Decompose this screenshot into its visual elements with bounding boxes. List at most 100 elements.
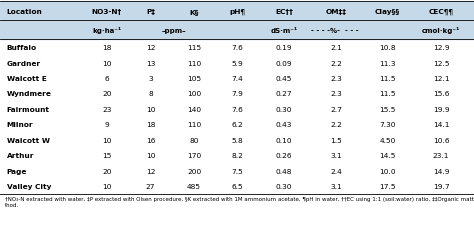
Text: 20: 20 [102,91,112,97]
Text: 140: 140 [187,106,201,112]
Text: 7.4: 7.4 [232,76,244,82]
Text: 7.5: 7.5 [232,168,244,174]
Text: kg·ha⁻¹: kg·ha⁻¹ [92,27,121,34]
Text: 0.10: 0.10 [276,137,292,143]
Text: 7.9: 7.9 [232,91,244,97]
Text: 7.6: 7.6 [232,106,244,112]
Text: CEC¶¶: CEC¶¶ [428,9,454,15]
Text: 10: 10 [102,60,112,66]
Text: 23.1: 23.1 [433,153,449,159]
Text: 115: 115 [187,45,201,51]
Text: EC††: EC†† [275,9,293,15]
Text: 0.27: 0.27 [276,91,292,97]
Text: 13: 13 [146,60,155,66]
Text: 17.5: 17.5 [379,183,396,189]
Text: 170: 170 [187,153,201,159]
Text: 2.2: 2.2 [330,122,342,128]
Text: 0.26: 0.26 [276,153,292,159]
Text: 11.5: 11.5 [379,91,396,97]
Text: 2.4: 2.4 [330,168,342,174]
Text: 6: 6 [105,76,109,82]
Text: 3.1: 3.1 [330,183,342,189]
Text: Wyndmere: Wyndmere [7,91,52,97]
Text: 14.1: 14.1 [433,122,449,128]
Text: 6.2: 6.2 [232,122,244,128]
Text: 2.7: 2.7 [330,106,342,112]
Text: 100: 100 [187,91,201,97]
Text: 0.19: 0.19 [276,45,292,51]
Text: 3: 3 [148,76,153,82]
Text: 2.2: 2.2 [330,60,342,66]
Text: 2.3: 2.3 [330,91,342,97]
Text: –ppm–: –ppm– [162,28,187,34]
Text: K§: K§ [189,9,199,15]
Text: 12: 12 [146,168,155,174]
Text: 20: 20 [102,168,112,174]
Text: cmol·kg⁻¹: cmol·kg⁻¹ [422,27,460,34]
Text: 1.5: 1.5 [330,137,342,143]
Text: 10: 10 [102,183,112,189]
Text: 12.5: 12.5 [433,60,449,66]
Text: 7.6: 7.6 [232,45,244,51]
Text: 14.5: 14.5 [379,153,396,159]
Text: 3.1: 3.1 [330,153,342,159]
Text: 110: 110 [187,60,201,66]
Text: 15.6: 15.6 [433,91,449,97]
Text: 200: 200 [187,168,201,174]
Text: Fairmount: Fairmount [7,106,50,112]
Text: 485: 485 [187,183,201,189]
Text: 110: 110 [187,122,201,128]
Text: Gardner: Gardner [7,60,41,66]
Text: 10: 10 [146,106,155,112]
Text: 9: 9 [105,122,109,128]
Text: Buffalo: Buffalo [7,45,37,51]
Text: 14.9: 14.9 [433,168,449,174]
Text: 80: 80 [189,137,199,143]
Text: 0.30: 0.30 [276,106,292,112]
Text: Clay§§: Clay§§ [375,9,400,15]
Text: 5.8: 5.8 [232,137,244,143]
Text: - - - -%-  - - -: - - - -%- - - - [311,28,359,34]
Text: Arthur: Arthur [7,153,34,159]
Text: Page: Page [7,168,27,174]
Text: 23: 23 [102,106,111,112]
Text: pH¶: pH¶ [229,9,246,15]
Text: OM‡‡: OM‡‡ [326,9,347,15]
Text: 11.5: 11.5 [379,76,396,82]
Text: dS·m⁻¹: dS·m⁻¹ [271,28,298,34]
Text: 11.3: 11.3 [379,60,396,66]
Text: 15.5: 15.5 [379,106,396,112]
Text: 2.1: 2.1 [330,45,342,51]
Text: 19.7: 19.7 [433,183,449,189]
Text: Walcott E: Walcott E [7,76,46,82]
Text: 15: 15 [102,153,111,159]
Text: 10.6: 10.6 [433,137,449,143]
Text: 105: 105 [187,76,201,82]
Text: 4.50: 4.50 [379,137,396,143]
Text: 10.8: 10.8 [379,45,396,51]
Text: Location: Location [7,9,42,15]
Text: 6.5: 6.5 [232,183,243,189]
Text: 8.2: 8.2 [232,153,244,159]
Text: †NO₃-N extracted with water, ‡P extracted with Olsen procedure, §K extracted wit: †NO₃-N extracted with water, ‡P extracte… [5,196,474,207]
Text: 16: 16 [146,137,155,143]
Text: 5.9: 5.9 [232,60,244,66]
Text: 10: 10 [146,153,155,159]
Text: 10.0: 10.0 [379,168,396,174]
Text: Walcott W: Walcott W [7,137,50,143]
Text: 10: 10 [102,137,112,143]
Text: 12.9: 12.9 [433,45,449,51]
Text: Milnor: Milnor [7,122,33,128]
Text: 18: 18 [146,122,155,128]
Text: 27: 27 [146,183,155,189]
Text: P‡: P‡ [146,9,155,15]
Text: 18: 18 [102,45,112,51]
Text: 0.48: 0.48 [276,168,292,174]
Text: 0.30: 0.30 [276,183,292,189]
Text: NO3-N†: NO3-N† [92,9,122,15]
Text: 12.1: 12.1 [433,76,449,82]
Text: 12: 12 [146,45,155,51]
Text: 0.43: 0.43 [276,122,292,128]
Text: 0.09: 0.09 [276,60,292,66]
Text: 2.3: 2.3 [330,76,342,82]
